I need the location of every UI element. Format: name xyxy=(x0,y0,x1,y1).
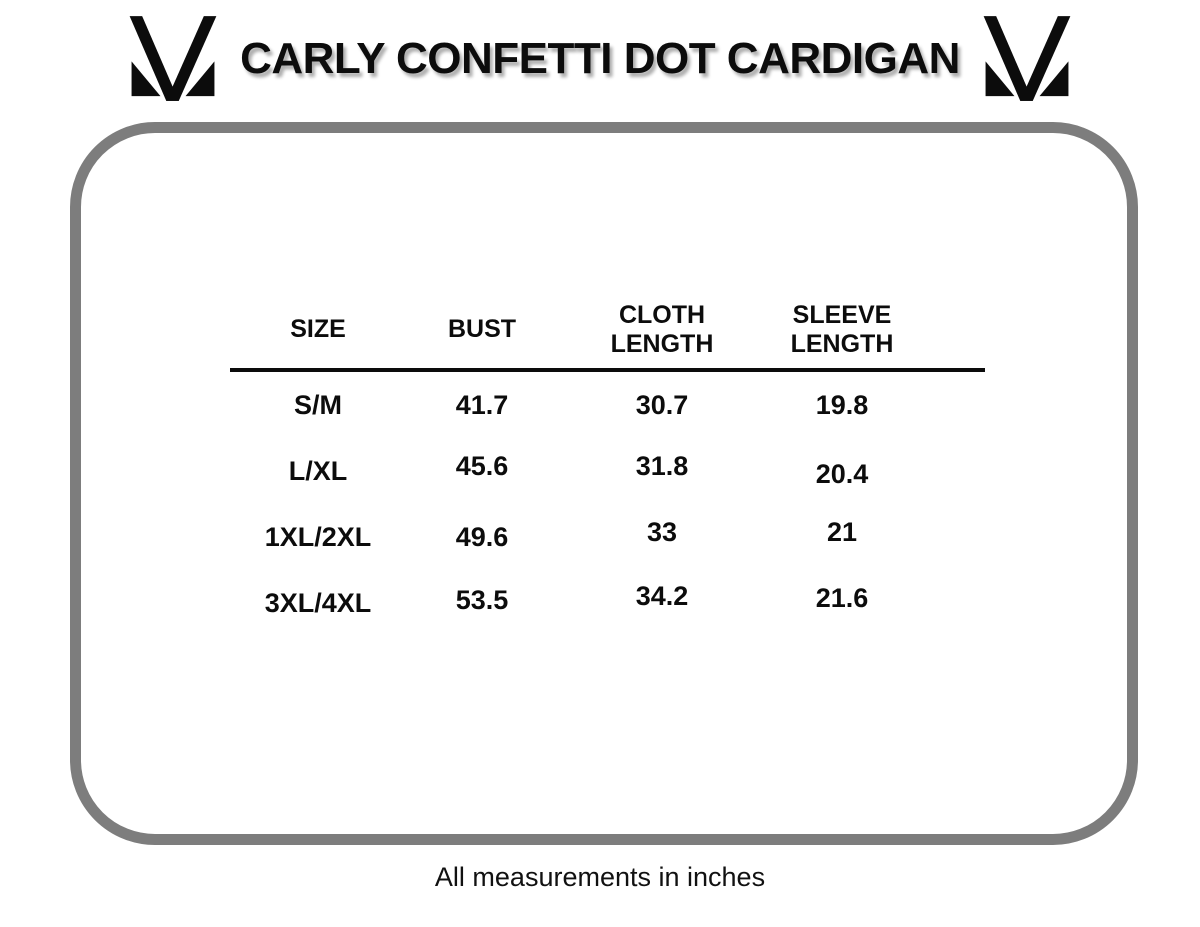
rounded-frame xyxy=(70,122,1138,845)
page-title: CARLY CONFETTI DOT CARDIGAN xyxy=(240,34,960,83)
measurements-note: All measurements in inches xyxy=(434,862,766,892)
sleeve-length-cell: 19.8 xyxy=(815,389,869,420)
bust-cell: 45.6 xyxy=(455,450,509,481)
column-header-size: SIZE xyxy=(290,315,346,344)
table-row: 3XL/4XL 53.5 34.2 21.6 xyxy=(230,570,985,636)
title-bar: CARLY CONFETTI DOT CARDIGAN xyxy=(0,12,1200,106)
sleeve-length-cell: 21.6 xyxy=(815,582,869,613)
size-cell: S/M xyxy=(293,389,342,420)
column-header-sleeve-length: SLEEVE LENGTH xyxy=(790,300,894,359)
table-row: S/M 41.7 30.7 19.8 xyxy=(230,372,985,438)
table-row: 1XL/2XL 49.6 33 21 xyxy=(230,504,985,570)
bust-cell: 49.6 xyxy=(455,521,509,552)
column-header-cloth-length: CLOTH LENGTH xyxy=(610,300,714,359)
cloth-length-cell: 31.8 xyxy=(635,450,689,481)
sleeve-length-cell: 20.4 xyxy=(815,458,869,489)
size-cell: L/XL xyxy=(288,455,348,486)
sleeve-length-cell: 21 xyxy=(826,516,858,547)
table-row: L/XL 45.6 31.8 20.4 xyxy=(230,438,985,504)
m-monogram-logo-icon xyxy=(129,16,217,101)
table-header-row: SIZE BUST CLOTH LENGTH SLEEVE LENGTH xyxy=(230,292,985,368)
column-header-bust: BUST xyxy=(447,315,517,344)
bust-cell: 41.7 xyxy=(455,389,509,420)
bust-cell: 53.5 xyxy=(455,584,509,615)
size-cell: 3XL/4XL xyxy=(264,587,372,618)
size-cell: 1XL/2XL xyxy=(264,521,372,552)
cloth-length-cell: 30.7 xyxy=(635,389,689,420)
cloth-length-cell: 33 xyxy=(646,516,678,547)
cloth-length-cell: 34.2 xyxy=(635,580,689,611)
size-chart-table: SIZE BUST CLOTH LENGTH SLEEVE LENGTH S/M… xyxy=(230,292,985,636)
header-divider xyxy=(230,368,985,372)
m-monogram-logo-icon xyxy=(983,16,1071,101)
